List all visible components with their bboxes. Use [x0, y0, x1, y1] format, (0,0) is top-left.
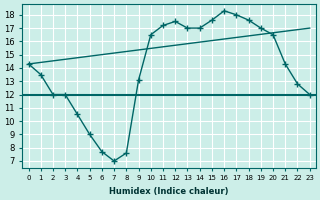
X-axis label: Humidex (Indice chaleur): Humidex (Indice chaleur) [109, 187, 229, 196]
